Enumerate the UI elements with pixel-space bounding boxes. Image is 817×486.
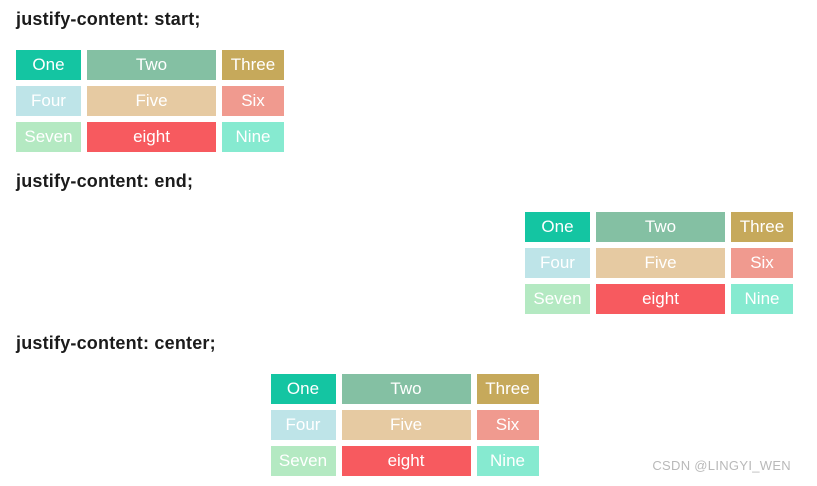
section-label-center: justify-content: center; <box>16 333 216 353</box>
grid-cell-three: Three <box>476 374 539 404</box>
grid-cell-four: Four <box>16 86 81 116</box>
grid-cell-one: One <box>270 374 336 404</box>
demo-section-start: justify-content: start; One Two Three Four F… <box>16 9 793 152</box>
grid-cell-five: Five <box>87 86 216 116</box>
grid-cell-eight: eight <box>341 446 471 476</box>
grid-cell-two: Two <box>87 50 216 80</box>
demo-section-end: justify-content: end; One Two Three Four Fiv… <box>16 171 793 314</box>
grid-cell-seven: Seven <box>525 284 590 314</box>
demo-grid-start: One Two Three Four Five Six Seven eight Nine <box>16 50 793 152</box>
grid-cell-six: Six <box>731 248 793 278</box>
grid-cell-eight: eight <box>596 284 725 314</box>
grid-cell-four: Four <box>525 248 590 278</box>
page-content: justify-content: start; One Two Three Four F… <box>16 9 793 476</box>
grid-cell-one: One <box>525 212 590 242</box>
grid-cell-five: Five <box>596 248 725 278</box>
grid-cell-four: Four <box>270 410 336 440</box>
grid-cell-seven: Seven <box>270 446 336 476</box>
grid-cell-nine: Nine <box>476 446 539 476</box>
demo-grid-center: One Two Three Four Five Six Seven eight Nine <box>16 374 793 476</box>
section-label-start: justify-content: start; <box>16 9 201 29</box>
grid-cell-eight: eight <box>87 122 216 152</box>
grid-cell-five: Five <box>341 410 471 440</box>
grid-cell-six: Six <box>476 410 539 440</box>
grid-cell-two: Two <box>596 212 725 242</box>
grid-cell-nine: Nine <box>222 122 284 152</box>
grid-cell-two: Two <box>341 374 471 404</box>
demo-section-center: justify-content: center; One Two Three Four… <box>16 333 793 476</box>
grid-cell-three: Three <box>731 212 793 242</box>
grid-cell-one: One <box>16 50 81 80</box>
grid-cell-six: Six <box>222 86 284 116</box>
section-label-end: justify-content: end; <box>16 171 194 191</box>
csdn-watermark: CSDN @LINGYI_WEN <box>652 458 791 473</box>
grid-cell-nine: Nine <box>731 284 793 314</box>
grid-cell-seven: Seven <box>16 122 81 152</box>
grid-cell-three: Three <box>222 50 284 80</box>
demo-grid-end: One Two Three Four Five Six Seven eight Nine <box>16 212 793 314</box>
